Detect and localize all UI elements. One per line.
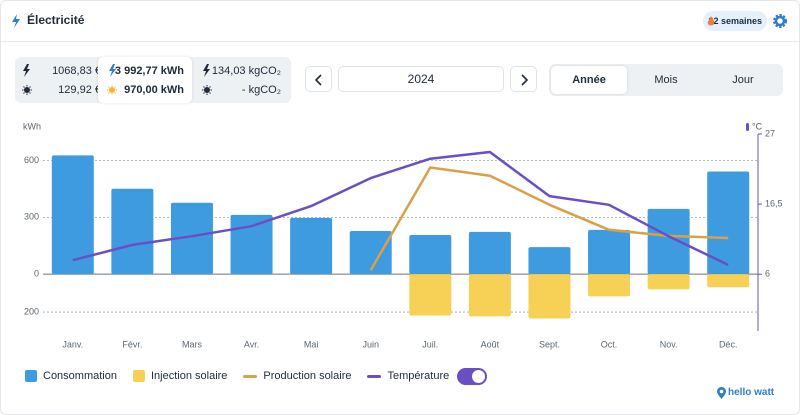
legend-item[interactable]: Température [367,367,488,385]
stat-cost: 1068,83 € 129,92 € [15,57,109,103]
bar [230,214,273,275]
tab[interactable]: Jour [732,74,754,86]
line [72,150,729,267]
bar [647,208,690,275]
bar [528,274,571,319]
x-tick-label: Févr. [122,339,142,349]
bar [468,231,511,275]
stat-value: 134,03 kgCO₂ [211,65,281,77]
y2-tick-label: 27 [765,128,775,138]
bar [468,274,511,317]
chart: kWh °C 200 0 300 600 6 16,5 27 Janv. Févr. Mars Av… [23,121,783,349]
y2-tick-label: 16,5 [765,198,783,208]
bar [707,274,750,288]
bar [349,230,392,275]
divider [1,41,799,42]
x-tick-label: Juin [362,339,379,349]
bolt-icon [12,14,20,28]
bar [588,229,631,275]
thermometer-icon [746,123,749,131]
page-title: Électricité [27,13,85,27]
legend-item[interactable]: Production solaire [243,370,351,382]
y-tick-label: 0 [34,269,39,279]
tab[interactable]: Année [551,66,627,94]
tab[interactable]: Mois [654,74,678,86]
bar [51,155,94,275]
flame-icon [707,16,715,26]
x-tick-label: Juil. [422,339,438,349]
toggle-knob [472,369,486,383]
legend-label: Consommation [43,370,117,382]
y-tick-label: 200 [24,306,39,316]
stat-value: - kgCO₂ [241,84,281,96]
y-tick-label: 600 [24,155,39,165]
next-button[interactable] [510,66,537,92]
x-tick-label: Sept. [539,339,560,349]
brand[interactable]: hello watt [728,387,775,398]
x-tick-label: Mars [182,339,202,349]
y2-tick-label: 6 [765,269,770,279]
stat-value: 1068,83 € [52,65,101,77]
legend-label: Production solaire [263,370,352,382]
x-tick-label: Nov. [660,339,678,349]
x-tick-label: Déc. [719,339,738,349]
x-tick-label: Avr. [244,339,259,349]
y-tick-label: 300 [24,212,39,222]
legend-swatch [243,374,258,378]
bar [170,202,213,275]
y-axis-label: kWh [23,121,41,131]
stat-icons [22,64,212,95]
bar [409,234,452,275]
legend-item[interactable]: Injection solaire [132,370,228,382]
weeks-badge[interactable]: 22 semaines [703,11,767,31]
bar [647,274,690,290]
y2-axis-label: °C [752,121,763,131]
stat-value: 3 992,77 kWh [114,65,184,77]
pin-icon [717,387,726,399]
bar [528,247,571,275]
x-tick-label: Mai [304,339,319,349]
bar [111,188,154,275]
bar [409,274,452,316]
stat-value: 970,00 kWh [124,84,184,96]
toggle[interactable] [457,367,488,385]
settings-icon[interactable] [772,13,788,29]
x-tick-label: Oct. [601,339,618,349]
stat-value: 129,92 € [58,84,101,96]
bar [290,217,333,275]
legend-swatch [25,370,37,382]
stat-co2: 134,03 kgCO₂ - kgCO₂ [195,57,289,103]
legend-item[interactable]: Consommation [25,370,117,382]
bar [588,274,631,297]
legend-swatch [367,374,382,378]
legend-swatch [132,370,145,382]
legend-label: Température [387,370,450,382]
legend: Consommation Injection solaire Production … [25,367,503,385]
legend-label: Injection solaire [150,370,228,382]
stat-energy: 3 992,77 kWh 970,00 kWh [98,57,192,103]
bar [707,171,750,275]
x-tick-label: Août [481,339,500,349]
year-selector[interactable]: 2024 [338,66,504,92]
prev-button[interactable] [305,66,332,92]
x-tick-label: Janv. [62,339,83,349]
